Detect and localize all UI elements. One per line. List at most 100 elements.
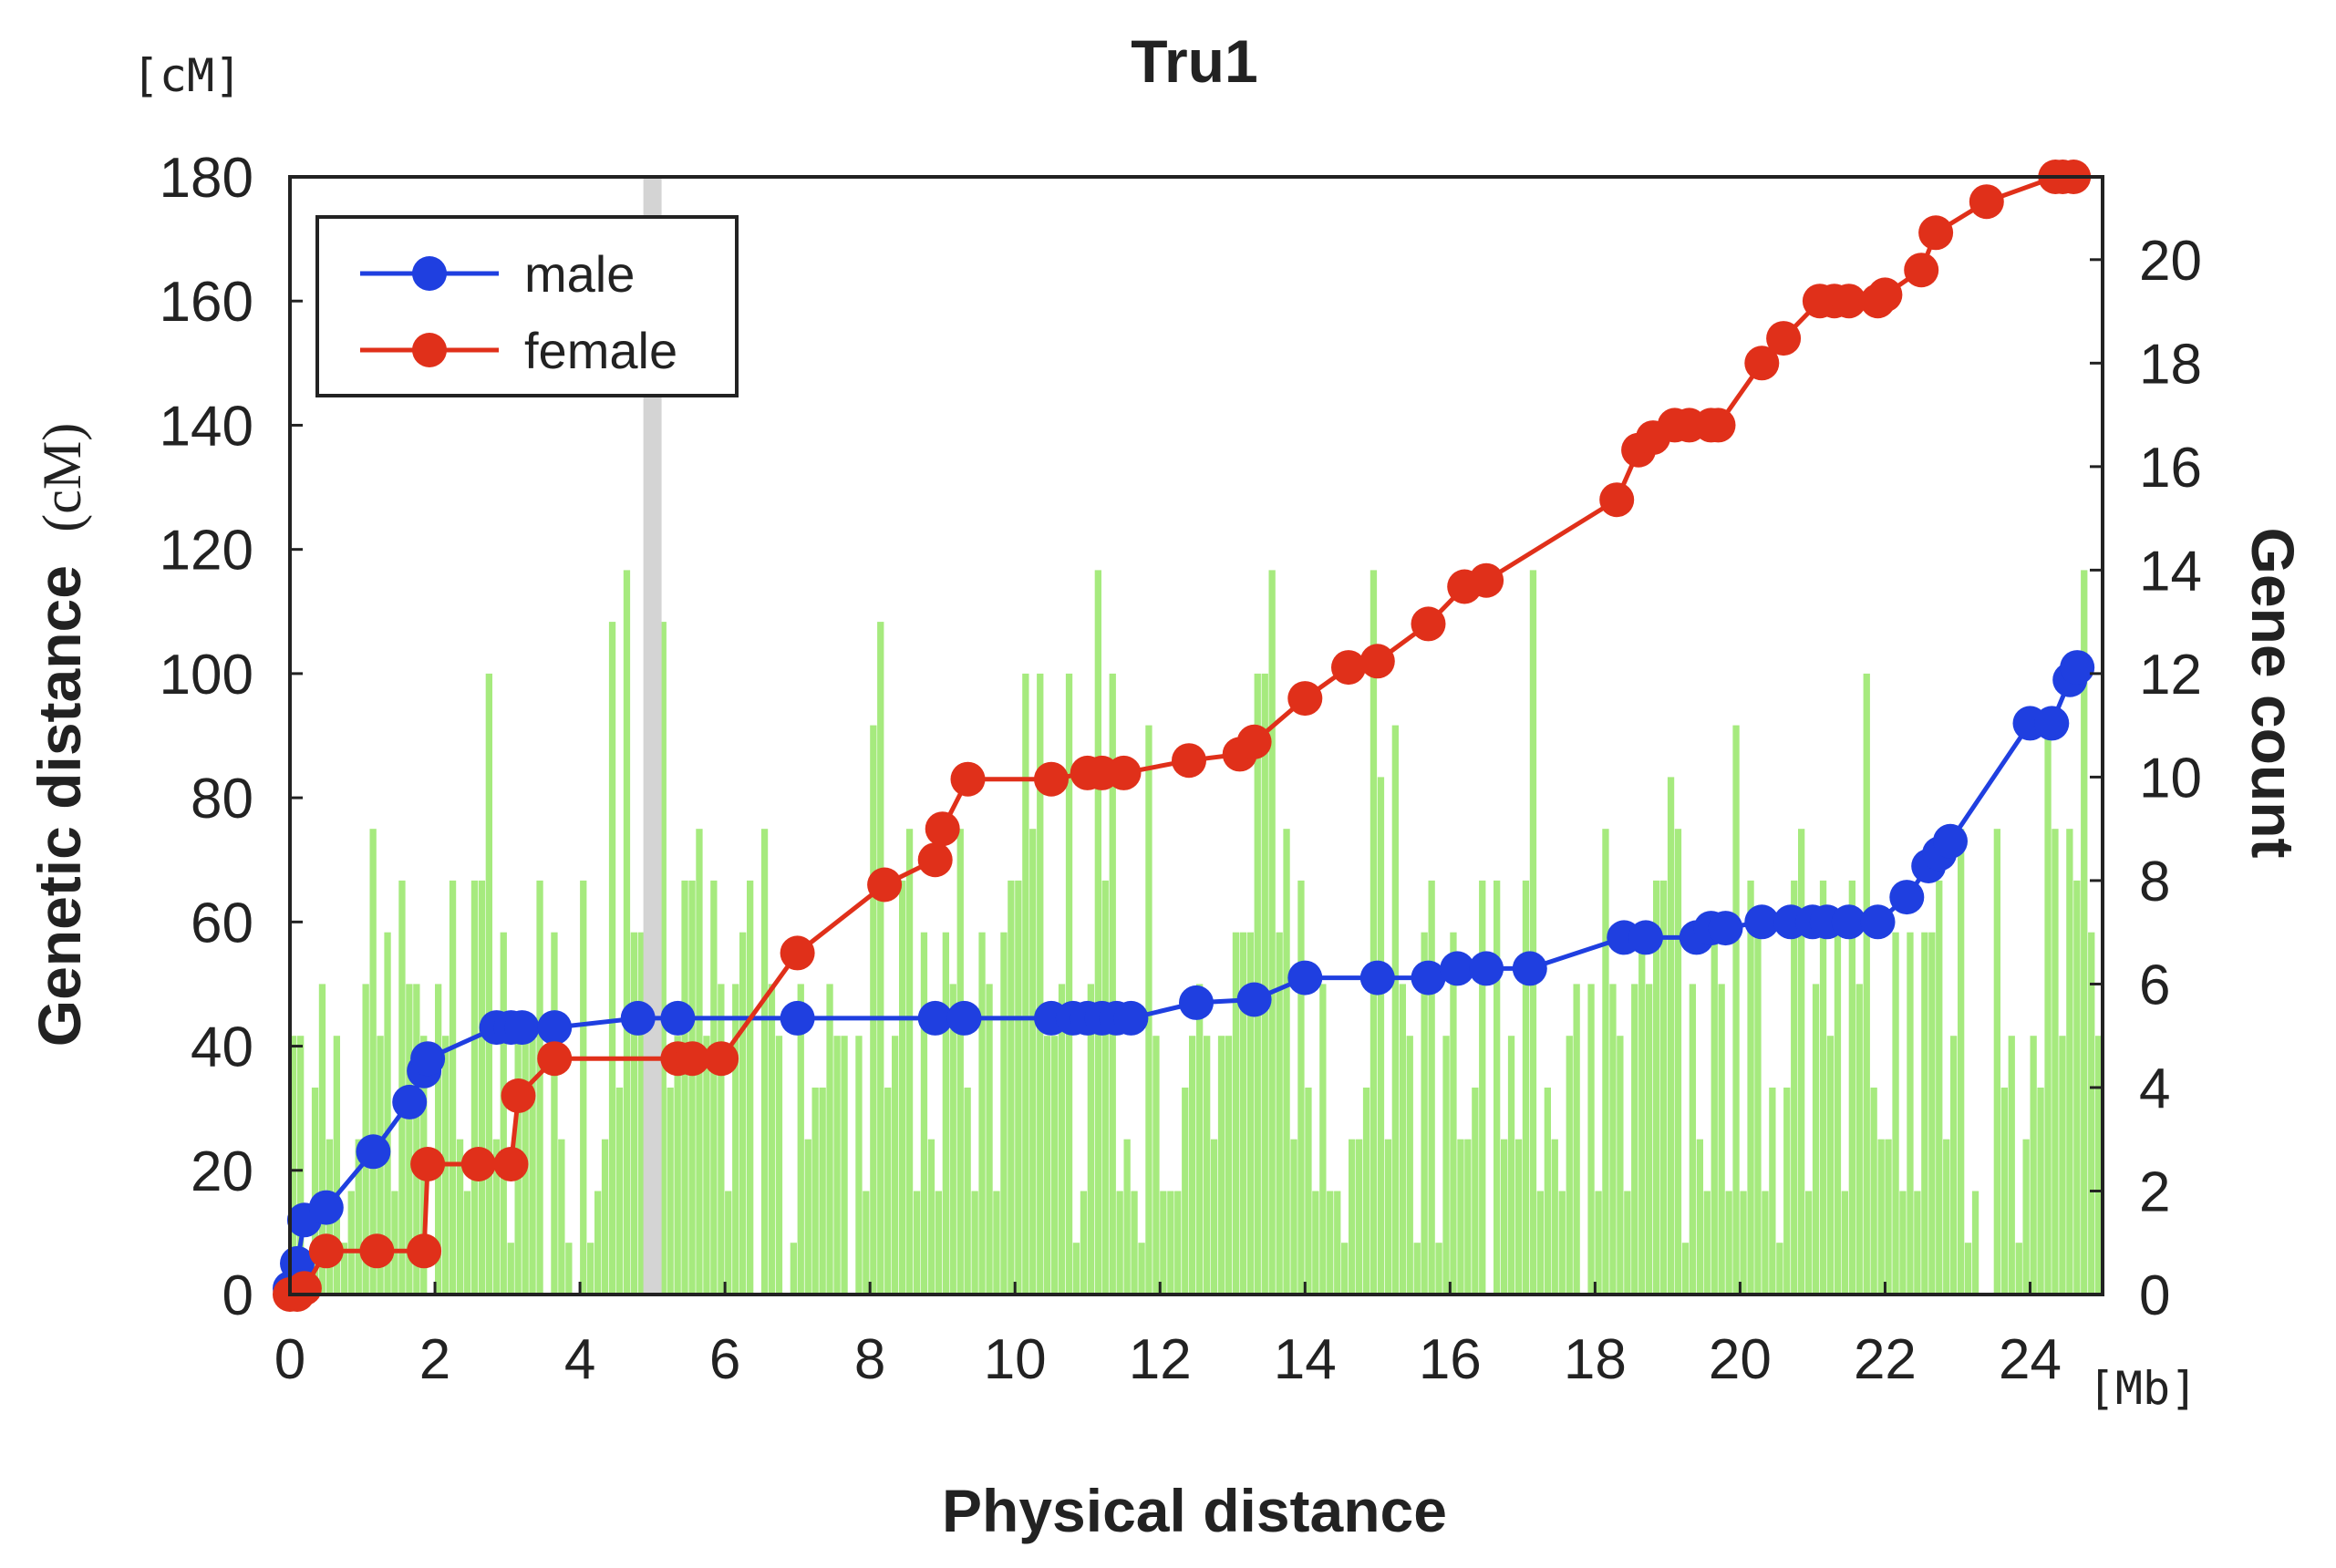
y2-tick-label: 16 (2139, 437, 2202, 500)
gene-count-bar (1428, 880, 1435, 1295)
y2-tick-label: 4 (2139, 1057, 2170, 1120)
female-point (1831, 284, 1866, 319)
gene-count-bar (1958, 829, 1965, 1295)
gene-count-bar (732, 984, 739, 1295)
gene-count-bar (674, 1036, 681, 1295)
gene-count-bar (1646, 984, 1653, 1295)
gene-count-bar (1370, 570, 1378, 1295)
gene-count-bar (1841, 1191, 1848, 1295)
male-point (1359, 960, 1395, 995)
y-tick-label: 180 (160, 147, 253, 210)
x-tick-label: 6 (709, 1328, 740, 1391)
gene-count-bar (1769, 1088, 1776, 1295)
gene-count-bar (1514, 1139, 1523, 1295)
gene-count-bar (1762, 1191, 1769, 1295)
gene-count-bar (804, 1139, 811, 1295)
gene-count-bar (1008, 880, 1015, 1295)
gene-count-bar (1413, 1243, 1421, 1295)
gene-count-bar (1964, 1243, 1972, 1295)
female-point (359, 1233, 395, 1269)
gene-count-bar (819, 1088, 826, 1295)
gene-count-bar (1943, 1139, 1950, 1295)
gene-count-bar (2022, 1139, 2030, 1295)
gene-count-bar (318, 984, 326, 1295)
female-point (704, 1041, 739, 1077)
female-point (1918, 215, 1954, 251)
gene-count-bar (1826, 1036, 1835, 1295)
gene-count-bar (630, 932, 637, 1295)
gene-count-bar (608, 622, 616, 1295)
legend: male female (315, 215, 739, 397)
gene-count-bar (536, 880, 543, 1295)
gene-count-bar (1936, 880, 1943, 1295)
gene-count-bar (775, 1036, 783, 1295)
gene-count-bar (986, 984, 993, 1295)
gene-count-bar (1080, 1191, 1088, 1295)
gene-count-bar (1327, 1191, 1334, 1295)
y-axis-title-unit: (cM) (32, 423, 92, 532)
gene-count-bar (1551, 1139, 1558, 1295)
female-point (537, 1041, 573, 1077)
female-point (1700, 407, 1736, 443)
gene-count-bar (1659, 880, 1668, 1295)
gene-count-bar (2095, 1036, 2103, 1295)
female-point (780, 935, 815, 971)
gene-count-bar (1450, 932, 1457, 1295)
male-point (1236, 982, 1272, 1017)
gene-count-bar (1798, 829, 1805, 1295)
gene-count-bar (1681, 1243, 1690, 1295)
gene-count-bar (1732, 725, 1740, 1295)
gene-count-bar (855, 1036, 863, 1295)
gene-count-bar (1928, 932, 1936, 1295)
y-tick-label: 140 (160, 395, 253, 458)
y-axis-title-main: Genetic distance (26, 565, 93, 1047)
x-tick-label: 12 (1129, 1328, 1192, 1391)
gene-count-bar (1870, 1088, 1877, 1295)
gene-count-bar (369, 829, 377, 1295)
x-tick-label: 14 (1274, 1328, 1337, 1391)
gene-count-bar (1674, 829, 1682, 1295)
gene-count-bar (1507, 1036, 1515, 1295)
gene-count-bar (1791, 880, 1798, 1295)
y-tick-label: 100 (160, 644, 253, 707)
x-tick-label: 2 (419, 1328, 450, 1391)
gene-count-bar (1138, 1243, 1145, 1295)
gene-count-bar (2081, 570, 2088, 1295)
female-point (410, 1147, 446, 1181)
gene-count-bar (1754, 932, 1762, 1295)
gene-count-bar (2015, 1243, 2022, 1295)
male-point (1179, 985, 1214, 1020)
y2-tick-label: 12 (2139, 644, 2202, 707)
y2-tick-label: 20 (2139, 230, 2202, 293)
gene-count-bar (456, 1139, 464, 1295)
gene-count-bar (1950, 1036, 1958, 1295)
female-point (1034, 761, 1069, 797)
gene-count-bar (1196, 984, 1204, 1295)
gene-count-bar (290, 1036, 297, 1295)
gene-count-bar (500, 932, 507, 1295)
gene-count-bar (667, 1088, 674, 1295)
gene-count-bar (978, 932, 986, 1295)
male-point (780, 1000, 815, 1036)
male-point (410, 1041, 446, 1077)
gene-count-bar (681, 880, 688, 1295)
female-point (407, 1233, 442, 1269)
gene-count-bar (1457, 1139, 1464, 1295)
gene-count-bar (1015, 880, 1022, 1295)
gene-count-bar (637, 932, 645, 1295)
gene-count-bar (833, 1036, 841, 1295)
female-point (1236, 724, 1272, 759)
female-point (1744, 346, 1780, 381)
y-tick-label: 0 (222, 1264, 253, 1327)
male-point (2034, 706, 2070, 741)
x-tick-label: 20 (1709, 1328, 1772, 1391)
x-tick-label: 22 (1854, 1328, 1917, 1391)
gene-count-bar (1160, 1191, 1167, 1295)
legend-male-label: male (524, 245, 635, 303)
gene-count-bar (1885, 1139, 1892, 1295)
female-point (1766, 321, 1802, 356)
gene-count-bar (2037, 1088, 2044, 1295)
plot-frame (288, 175, 2104, 1296)
gene-count-bar (811, 1088, 819, 1295)
female-point (867, 867, 903, 903)
